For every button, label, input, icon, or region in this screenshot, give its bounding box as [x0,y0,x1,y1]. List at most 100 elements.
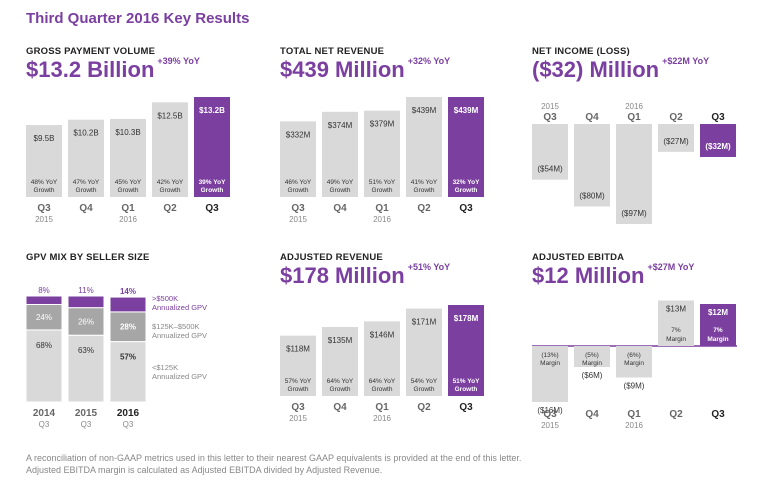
x-year-label: 2016 [625,421,643,430]
adjrev-delta: +51% YoY [407,262,451,272]
bar [448,305,484,396]
growth-label: 39% YoY [199,179,227,186]
x-tick-label: Q1 [375,402,389,413]
bar-value-label: $332M [286,130,311,139]
x-tick-label: Q1 [627,112,641,123]
bar-value-label: ($80M) [579,191,605,200]
bar [658,300,694,346]
tnr-panel: TOTAL NET REVENUE $439 Million +32% YoY $… [280,46,520,236]
bar [700,304,736,346]
bar-value-label: $13M [666,305,686,314]
x-year-label: 2015 [541,421,559,430]
growth-word: Growth [372,187,393,194]
bar [26,125,62,197]
mix-chart: 68%24%8%2014Q363%26%11%2015Q357%28%14%20… [25,286,207,429]
growth-word: Growth [288,187,309,194]
x-tick-label: Q3 [543,112,557,123]
bar-value-label: $439M [454,106,479,115]
adjrev-panel: ADJUSTED REVENUE $178 Million +51% YoY $1… [280,252,520,442]
x-year-label: 2015 [289,215,307,224]
segment-label: 14% [120,287,136,296]
growth-word: Growth [455,187,478,194]
bar [574,346,610,367]
footnote: A reconciliation of non-GAAP metrics use… [26,452,521,476]
ebitda-chart: (13%)Margin($16M)Q32015(5%)Margin($6M)Q4… [532,300,737,430]
bar-value-label: $10.2B [73,129,98,138]
footnote-line: A reconciliation of non-GAAP metrics use… [26,453,522,463]
bar [658,124,694,152]
x-tick-label: Q2 [669,112,683,123]
ni-delta: +$22M YoY [662,56,710,66]
x-period-label: Q3 [123,420,134,429]
growth-label: 51% YoY [453,378,481,385]
tnr-value: $439 Million +32% YoY [280,56,451,83]
margin-word: Margin [540,360,560,367]
bar-segment [25,329,63,403]
margin-label: (13%) [541,352,558,359]
x-year-label: 2016 [119,215,137,224]
gpv-delta: +39% YoY [157,56,200,66]
ni-panel: NET INCOME (LOSS) ($32) Million +$22M YoY… [532,46,771,236]
segment-label: 57% [120,353,136,362]
tnr-value-text: $439 Million [280,57,405,82]
x-tick-label: Q4 [333,402,347,413]
growth-word: Growth [372,386,393,393]
bar-segment [67,334,105,403]
bar-value-label: $135M [328,336,353,345]
tnr-delta: +32% YoY [407,56,451,66]
bar-value-label: $439M [412,106,437,115]
bar-value-label: $9.5B [34,134,55,143]
bar-value-label: $13.2B [199,106,225,115]
growth-word: Growth [330,187,351,194]
growth-label: 46% YoY [285,179,312,186]
growth-word: Growth [330,386,351,393]
growth-word: Growth [455,386,478,393]
ni-chart: ($54M)Q32015($80M)Q4($97M)Q12016($27M)Q2… [532,102,736,224]
growth-word: Growth [288,386,309,393]
gpv-label: GROSS PAYMENT VOLUME [26,46,156,57]
bar [110,118,146,197]
ni-label: NET INCOME (LOSS) [532,46,630,57]
ebitda-panel: ADJUSTED EBITDA $12 Million +$27M YoY (13… [532,252,771,442]
x-year-label: 2015 [289,414,307,423]
bar [532,124,568,180]
bar [574,124,610,207]
x-tick-label: Q1 [121,203,135,214]
x-year-label: 2016 [625,102,643,111]
bar [700,124,736,157]
bar-value-label: ($54M) [537,165,563,174]
bar-value-label: ($16M) [537,406,563,415]
x-tick-label: Q2 [417,402,431,413]
x-tick-label: Q2 [163,203,177,214]
bar [616,124,652,224]
bar [194,97,230,197]
growth-label: 48% YoY [31,179,58,186]
gpv-value-text: $13.2 Billion [26,57,155,82]
ni-value: ($32) Million +$22M YoY [532,56,710,83]
ebitda-label: ADJUSTED EBITDA [532,252,625,263]
margin-label: (5%) [585,352,599,359]
x-tick-label: Q3 [205,203,219,214]
growth-word: Growth [76,187,97,194]
margin-word: Margin [624,360,644,367]
bar-value-label: ($6M) [582,371,603,380]
bar [322,326,358,396]
bar-value-label: $118M [286,345,310,354]
x-tick-label: Q3 [291,402,305,413]
x-tick-label: 2015 [75,408,98,419]
bar [406,308,442,396]
bar-segment [67,295,105,309]
bar-segment [109,296,147,313]
bar [364,110,400,197]
segment-label: 8% [38,286,50,295]
growth-label: 49% YoY [327,179,354,186]
x-period-label: Q3 [39,420,50,429]
x-tick-label: Q1 [375,203,389,214]
bar-value-label: $146M [370,330,395,339]
bar [448,97,484,197]
margin-label: (6%) [627,352,641,359]
growth-word: Growth [201,187,224,194]
adjrev-value: $178 Million +51% YoY [280,262,451,289]
